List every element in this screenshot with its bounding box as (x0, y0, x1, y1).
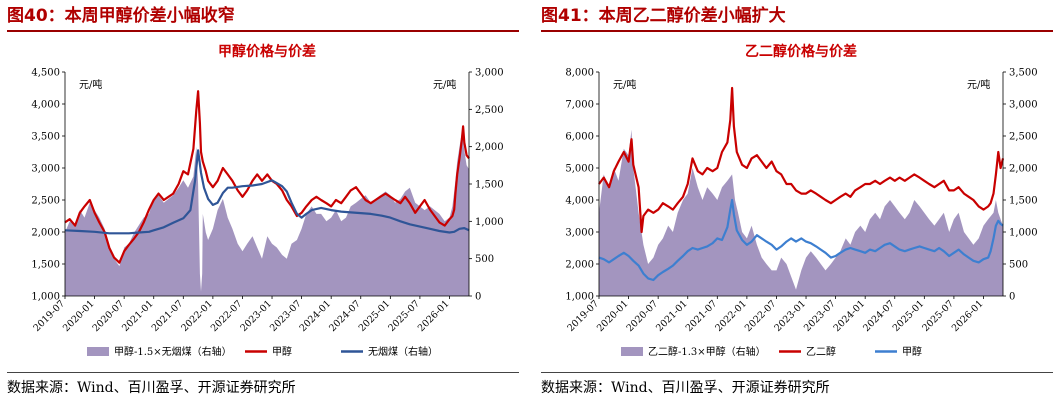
x-tick-label: 2020-07 (91, 298, 127, 334)
figure-title: 图41：本周乙二醇价差小幅扩大 (541, 6, 786, 26)
right-tick-label: 500 (475, 254, 494, 265)
right-tick-label: 3,500 (1009, 68, 1038, 79)
x-tick-label: 2023-01 (238, 298, 274, 334)
x-tick-label: 2019-07 (31, 298, 67, 334)
x-tick-label: 2025-07 (920, 298, 956, 334)
right-tick-label: 2,000 (475, 142, 504, 153)
left-tick-label: 1,000 (565, 292, 594, 303)
left-tick-label: 2,000 (31, 228, 60, 239)
title-rule (541, 30, 1053, 32)
source-rule (7, 372, 519, 373)
x-tick-label: 2023-07 (802, 298, 838, 334)
left-tick-label: 1,000 (31, 292, 60, 303)
right-tick-label: 0 (475, 292, 481, 303)
right-tick-label: 2,000 (1009, 164, 1038, 175)
x-tick-label: 2025-07 (386, 298, 422, 334)
x-tick-label: 2019-07 (565, 298, 601, 334)
left-tick-label: 8,000 (565, 68, 594, 79)
right-tick-label: 1,500 (1009, 196, 1038, 207)
x-tick-label: 2021-01 (654, 298, 690, 334)
right-tick-label: 1,000 (475, 217, 504, 228)
x-tick-label: 2026-01 (950, 298, 986, 334)
figure-panel-right: 图41：本周乙二醇价差小幅扩大 乙二醇价格与价差元/吨 元/吨 1,000 2,000… (541, 0, 1053, 404)
source-rule (541, 372, 1053, 373)
x-tick-label: 2025-01 (891, 298, 927, 334)
x-tick-label: 2024-01 (298, 298, 334, 334)
left-axis-unit: 元/吨 (79, 78, 102, 91)
left-tick-label: 2,000 (565, 260, 594, 271)
left-axis-unit: 元/吨 (613, 78, 636, 91)
x-tick-label: 2020-01 (61, 298, 97, 334)
left-tick-label: 4,000 (565, 196, 594, 207)
source-note: 数据来源：Wind、百川盈孚、开源证券研究所 (7, 380, 296, 396)
series-area-0 (599, 129, 1003, 296)
x-tick-label: 2022-01 (713, 298, 749, 334)
x-tick-label: 2024-07 (861, 298, 897, 334)
left-tick-label: 3,000 (31, 164, 60, 175)
x-tick-label: 2024-01 (832, 298, 868, 334)
legend-label: 乙二醇-1.3×甲醇（右轴） (648, 345, 766, 358)
x-tick-label: 2023-07 (268, 298, 304, 334)
right-tick-label: 1,500 (475, 180, 504, 191)
x-tick-label: 2022-07 (209, 298, 245, 334)
series-line-2 (64, 149, 470, 235)
legend-label: 乙二醇 (806, 345, 836, 358)
figure-panel-left: 图40：本周甲醇价差小幅收窄 甲醇价格与价差元/吨 元/吨 1,000 1,500 2,… (7, 0, 519, 404)
legend-label: 甲醇 (902, 345, 922, 358)
legend-swatch (621, 347, 643, 356)
x-tick-label: 2021-01 (120, 298, 156, 334)
left-tick-label: 5,000 (565, 164, 594, 175)
x-tick-label: 2020-01 (595, 298, 631, 334)
x-tick-label: 2020-07 (625, 298, 661, 334)
right-tick-label: 2,500 (1009, 132, 1038, 143)
left-tick-label: 4,500 (31, 68, 60, 79)
right-tick-label: 3,000 (1009, 100, 1038, 111)
x-tick-label: 2021-07 (150, 298, 186, 334)
right-axis-unit: 元/吨 (967, 78, 990, 91)
legend-swatch (87, 347, 109, 356)
right-tick-label: 0 (1009, 292, 1015, 303)
right-tick-label: 500 (1009, 260, 1028, 271)
x-tick-label: 2022-01 (179, 298, 215, 334)
right-axis-unit: 元/吨 (433, 78, 456, 91)
series-line-2 (598, 198, 1004, 282)
legend-label: 甲醇 (272, 345, 292, 358)
series-line-1 (598, 86, 1005, 234)
right-tick-label: 1,000 (1009, 228, 1038, 239)
source-note: 数据来源：Wind、百川盈孚、开源证券研究所 (541, 380, 830, 396)
left-tick-label: 1,500 (31, 260, 60, 271)
x-tick-label: 2022-07 (743, 298, 779, 334)
x-tick-label: 2026-01 (416, 298, 452, 334)
chart-title: 甲醇价格与价差 (218, 43, 316, 60)
chart-title: 乙二醇价格与价差 (745, 43, 857, 60)
left-tick-label: 7,000 (565, 100, 594, 111)
x-tick-label: 2025-01 (357, 298, 393, 334)
title-rule (7, 30, 519, 32)
legend-label: 甲醇-1.5×无烟煤（右轴） (114, 345, 232, 358)
figure-title: 图40：本周甲醇价差小幅收窄 (7, 6, 235, 26)
series-area-0 (65, 131, 469, 296)
x-tick-label: 2023-01 (772, 298, 808, 334)
x-tick-label: 2021-07 (684, 298, 720, 334)
left-tick-label: 3,000 (565, 228, 594, 239)
left-tick-label: 3,500 (31, 132, 60, 143)
left-tick-label: 4,000 (31, 100, 60, 111)
legend-label: 无烟煤（右轴） (368, 345, 438, 358)
left-tick-label: 6,000 (565, 132, 594, 143)
right-tick-label: 2,500 (475, 105, 504, 116)
left-tick-label: 2,500 (31, 196, 60, 207)
right-tick-label: 3,000 (475, 68, 504, 79)
x-tick-label: 2024-07 (327, 298, 363, 334)
